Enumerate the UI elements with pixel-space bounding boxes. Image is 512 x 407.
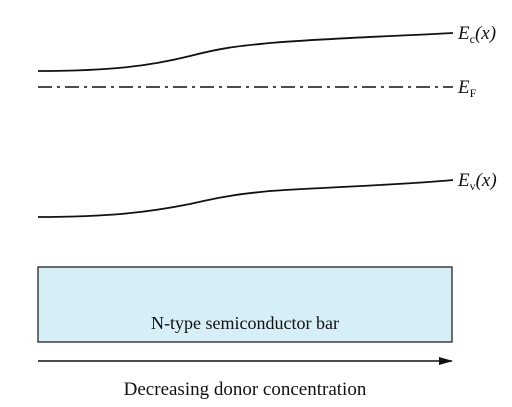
valence-band-curve bbox=[37, 179, 454, 218]
valence-band-label: Ev(x) bbox=[457, 170, 497, 193]
concentration-arrow-label: Decreasing donor concentration bbox=[124, 379, 367, 400]
conduction-band-label: Ec(x) bbox=[457, 23, 496, 46]
semiconductor-bar bbox=[37, 266, 453, 343]
semiconductor-bar-label: N-type semiconductor bar bbox=[151, 313, 339, 333]
fermi-level-label: EF bbox=[457, 77, 477, 100]
conduction-band-curve bbox=[37, 32, 454, 72]
